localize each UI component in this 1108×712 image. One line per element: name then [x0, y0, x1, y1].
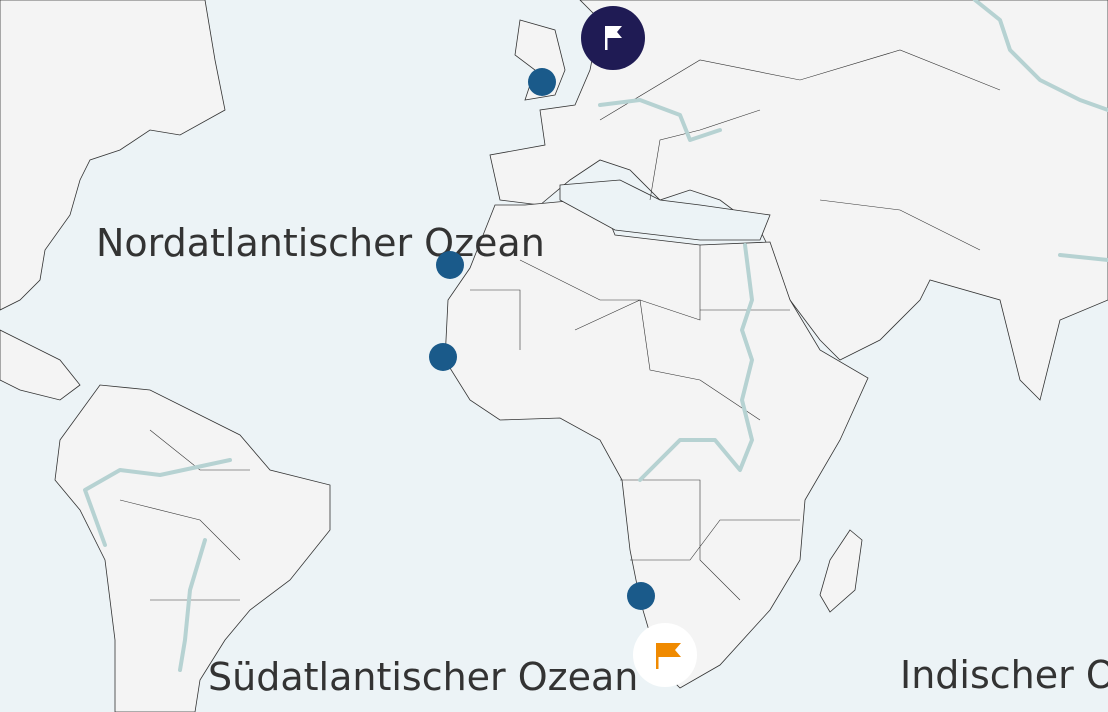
- ocean-label: Nordatlantischer Ozean: [96, 221, 545, 265]
- ocean-label: Indischer Ozean: [900, 653, 1108, 697]
- map-marker[interactable]: [627, 582, 655, 610]
- river: [638, 243, 754, 482]
- map-marker[interactable]: [436, 251, 464, 279]
- central-america: [0, 329, 81, 401]
- mediterranean: [559, 179, 771, 241]
- madagascar: [819, 529, 863, 613]
- river: [1058, 253, 1108, 262]
- river: [598, 98, 722, 142]
- flag-marker[interactable]: [581, 6, 645, 70]
- map-marker[interactable]: [429, 343, 457, 371]
- ocean-label: Südatlantischer Ozean: [208, 655, 638, 699]
- river: [178, 538, 207, 672]
- north-america: [0, 0, 226, 311]
- map-marker[interactable]: [528, 68, 556, 96]
- borders: [119, 49, 1001, 601]
- south-america: [54, 384, 331, 712]
- africa: [444, 197, 869, 689]
- flag-marker[interactable]: [633, 623, 697, 687]
- river: [973, 0, 1108, 112]
- river: [83, 458, 232, 547]
